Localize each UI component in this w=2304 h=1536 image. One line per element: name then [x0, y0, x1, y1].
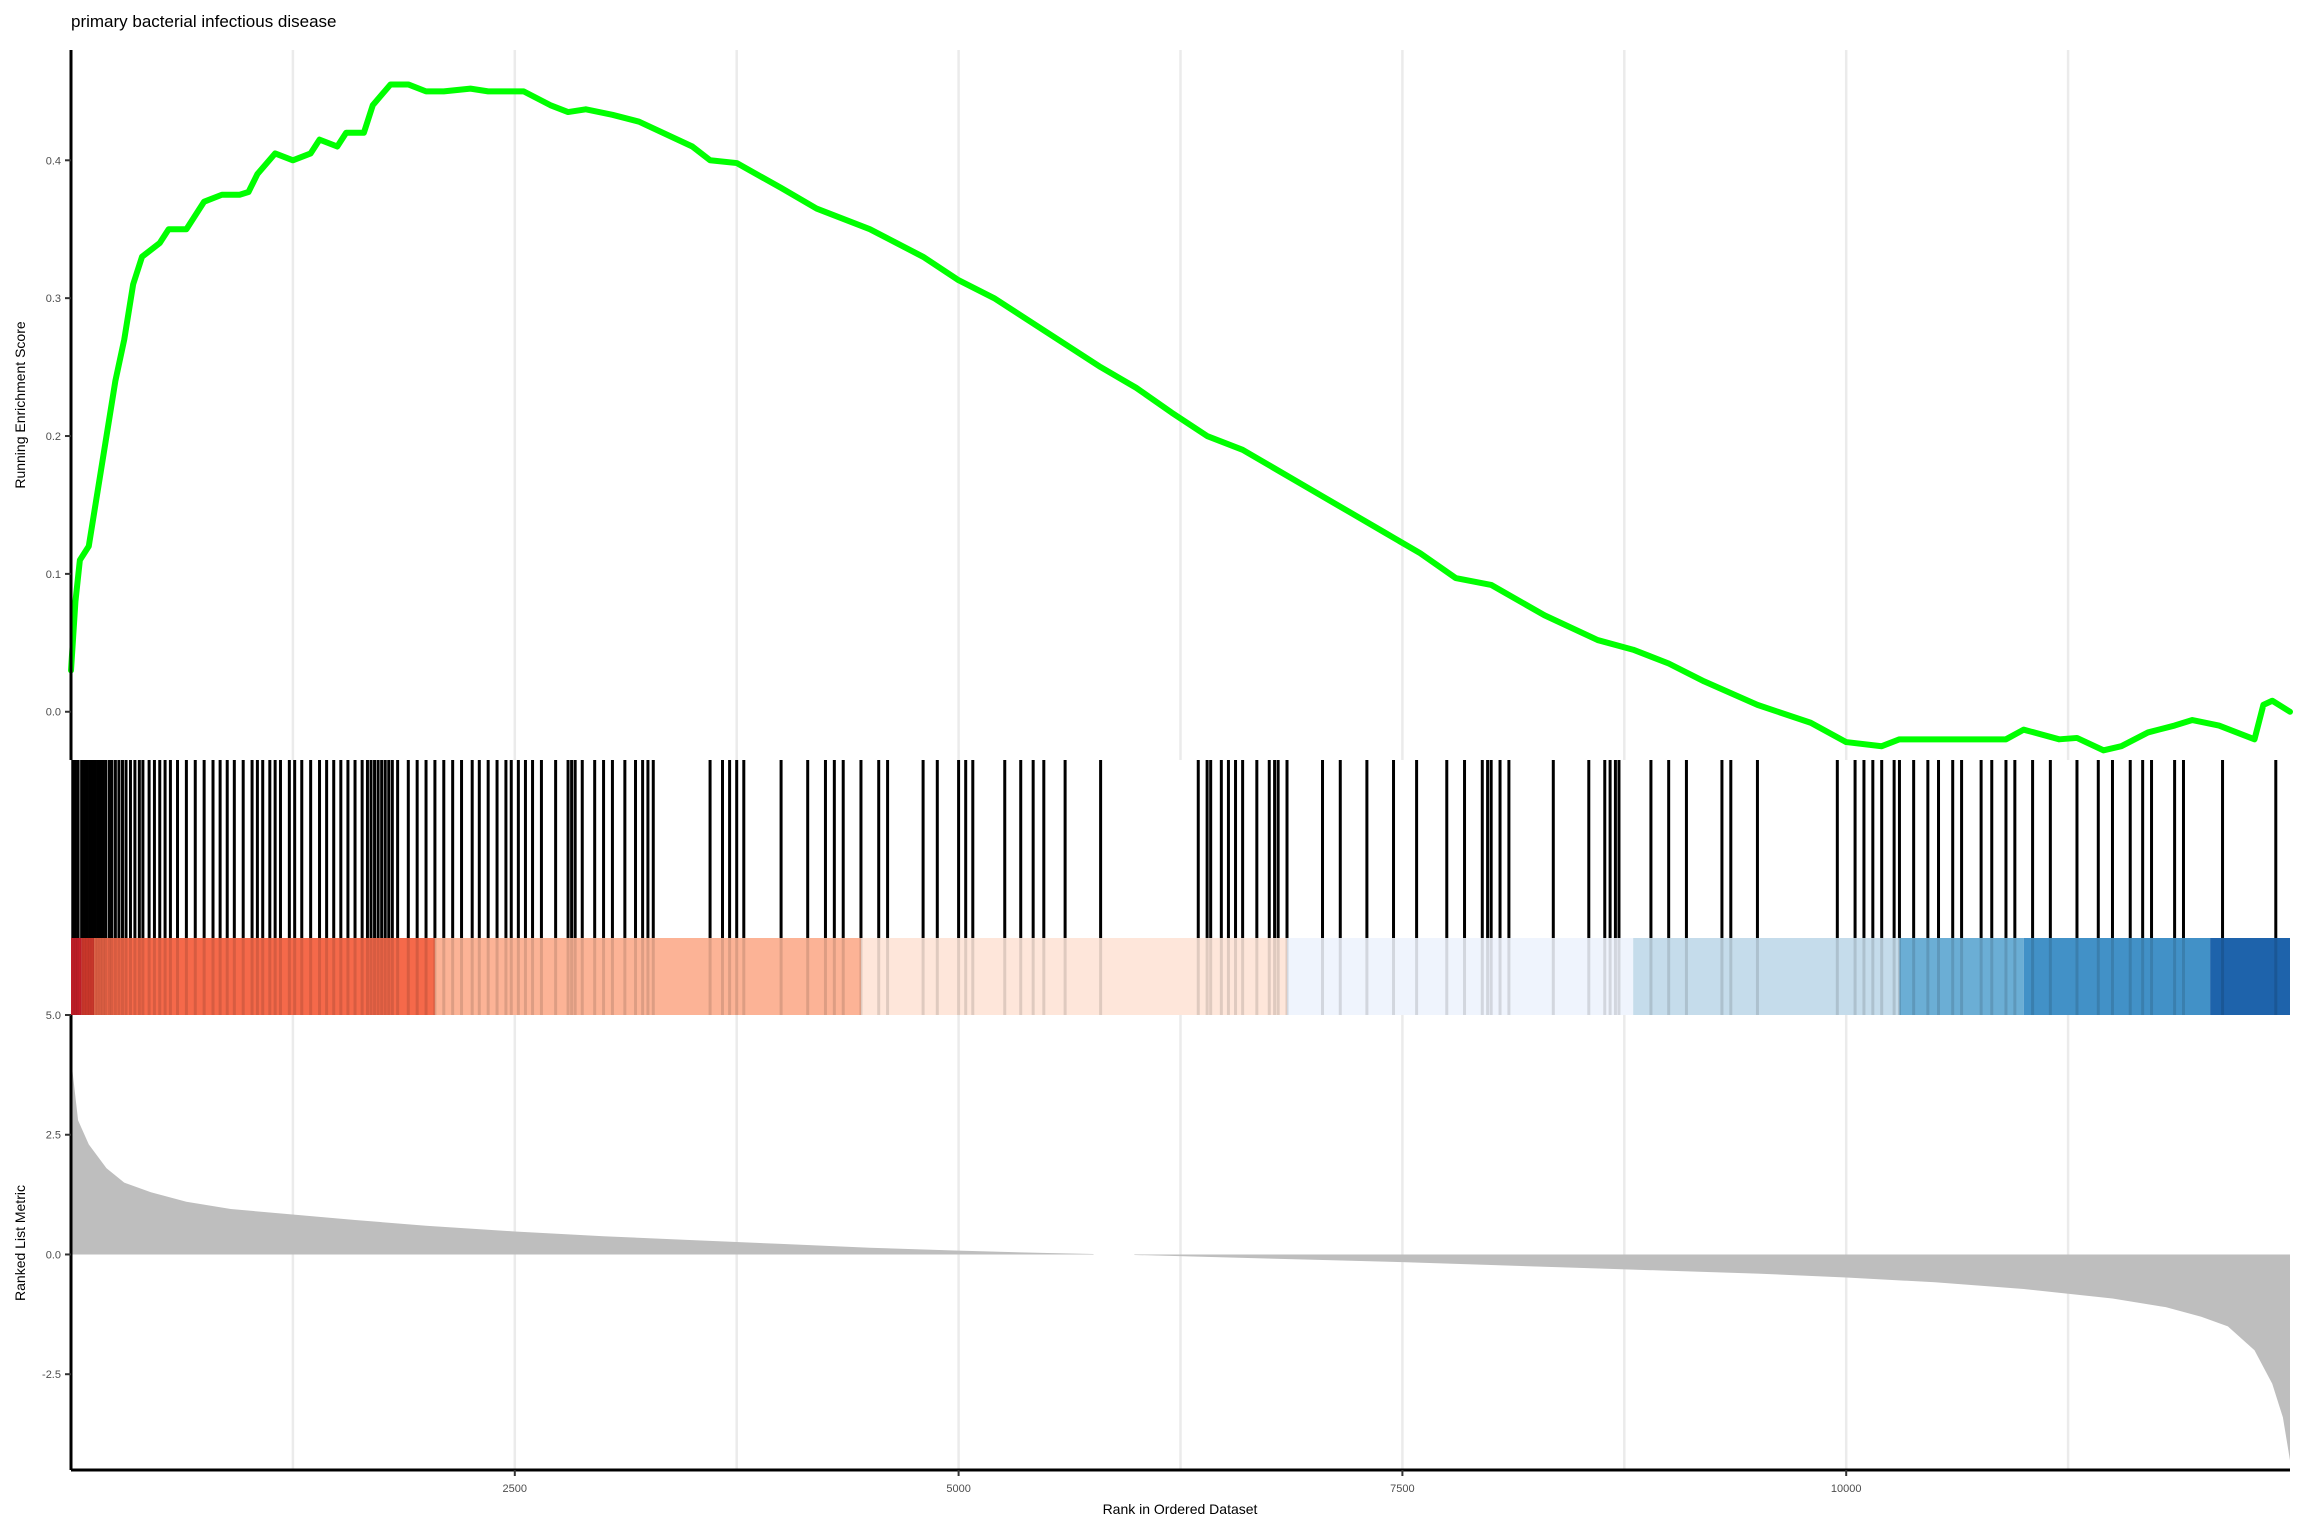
metric-area-negative	[1134, 1254, 2290, 1461]
axes	[69, 50, 2290, 1472]
color-band	[1633, 938, 1900, 1015]
color-band	[2023, 938, 2211, 1015]
metric-tick-label: 0.0	[46, 1249, 61, 1261]
color-band	[2210, 938, 2290, 1015]
color-bands	[71, 938, 2290, 1015]
color-band	[71, 938, 82, 1015]
x-tick-label: 2500	[503, 1483, 527, 1495]
metric-tick-label: 2.5	[46, 1130, 61, 1142]
x-tick-label: 5000	[946, 1483, 970, 1495]
ranked-metric-area	[71, 1058, 2290, 1461]
grid-lines	[291, 50, 2070, 1470]
x-tick-label: 10000	[1831, 1483, 1862, 1495]
running-es-line	[68, 81, 2293, 754]
tick-labels: 0.0 0.1 0.2 0.3 0.4 5.0 2.5 0.0 -2.5 2500 5000 7500…	[42, 155, 1861, 1495]
metric-area-positive	[71, 1058, 1094, 1255]
x-axis-title: Rank in Ordered Dataset	[1103, 1501, 1258, 1517]
x-tick-label: 7500	[1390, 1483, 1414, 1495]
metric-tick-label: 5.0	[46, 1010, 61, 1022]
color-band	[1899, 938, 2024, 1015]
y-axis-title-bottom: Ranked List Metric	[12, 1185, 28, 1301]
y-axis-title-top: Running Enrichment Score	[12, 321, 28, 489]
color-band	[81, 938, 95, 1015]
es-tick-label: 0.0	[46, 707, 61, 719]
running-es-line	[68, 81, 2293, 754]
es-tick-label: 0.4	[46, 155, 61, 167]
gene-hit-ticks	[71, 760, 2278, 1015]
color-band	[94, 938, 435, 1015]
color-band	[860, 938, 1288, 1015]
color-band	[434, 938, 861, 1015]
chart-title: primary bacterial infectious disease	[71, 12, 337, 31]
es-tick-label: 0.2	[46, 431, 61, 443]
es-tick-label: 0.3	[46, 293, 61, 305]
color-band	[1287, 938, 1634, 1015]
metric-tick-label: -2.5	[42, 1369, 61, 1381]
es-tick-label: 0.1	[46, 569, 61, 581]
